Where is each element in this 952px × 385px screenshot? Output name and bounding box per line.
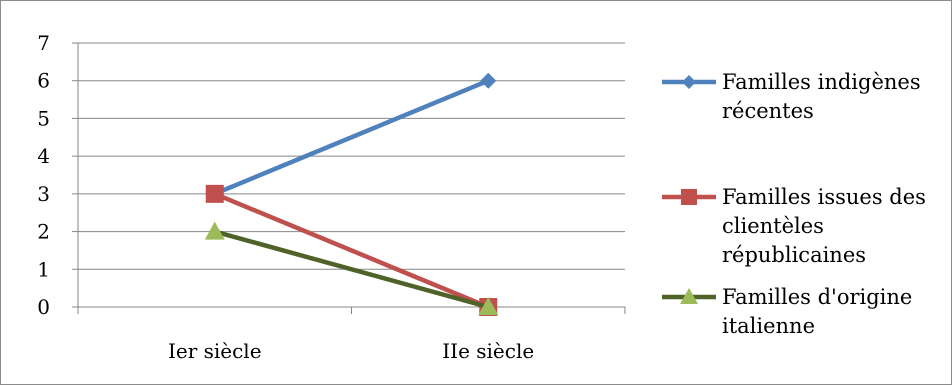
y-tick-label: 7 xyxy=(37,31,50,55)
y-tick-label: 0 xyxy=(37,295,50,319)
series-line xyxy=(214,229,489,310)
legend-label: italienne xyxy=(722,314,815,338)
legend-key-marker xyxy=(680,288,698,304)
legend-label: clientèles xyxy=(722,214,824,238)
series-line xyxy=(213,78,490,196)
legend-item-3: Familles d'origine italienne xyxy=(662,285,912,338)
y-tick-label: 3 xyxy=(37,182,50,206)
legend-label: Familles issues des xyxy=(722,185,926,209)
y-tick-label: 1 xyxy=(37,257,50,281)
y-tick-label: 4 xyxy=(37,144,50,168)
data-point-marker xyxy=(204,221,225,240)
legend-label: républicaines xyxy=(722,243,866,267)
data-point-marker xyxy=(480,72,497,89)
legend-label: Familles indigènes xyxy=(722,70,921,94)
series-line xyxy=(213,191,490,310)
gridlines xyxy=(78,42,625,270)
legend-label: récentes xyxy=(722,99,814,123)
axes xyxy=(72,42,626,314)
x-category-label: IIe siècle xyxy=(442,339,534,363)
legend: Familles indigènes récentes Familles issue… xyxy=(662,70,926,338)
legend-label: Familles d'origine xyxy=(722,285,912,309)
legend-item-2: Familles issues des clientèles républicain… xyxy=(662,185,926,267)
y-tick-label: 6 xyxy=(37,69,50,93)
y-tick-labels: 0 1 2 3 4 5 6 7 xyxy=(37,31,50,319)
series xyxy=(204,72,499,316)
data-point-marker xyxy=(205,184,224,203)
legend-item-1: Familles indigènes récentes xyxy=(662,70,921,123)
x-category-label: Ier siècle xyxy=(168,339,262,363)
series-3 xyxy=(204,221,499,315)
legend-key-marker xyxy=(681,189,697,205)
series-1 xyxy=(206,72,497,202)
y-tick-label: 5 xyxy=(37,106,50,130)
x-category-labels: Ier siècle IIe siècle xyxy=(168,339,534,363)
legend-key-marker xyxy=(682,75,696,89)
data-point-marker xyxy=(478,297,499,315)
y-tick-label: 2 xyxy=(37,220,50,244)
